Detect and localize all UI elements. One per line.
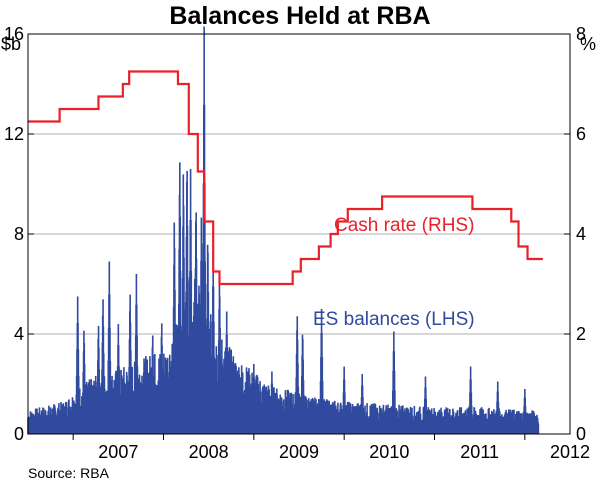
es-balances-label: ES balances (LHS) [313,309,475,330]
x-tick-label: 2011 [460,442,499,462]
left-tick-label: 16 [4,24,24,44]
left-axis-unit: $b [1,34,21,54]
cash-rate-series [28,70,543,286]
x-tick-label: 2012 [550,442,590,462]
right-tick-label: 8 [576,24,586,44]
chart-title: Balances Held at RBA [169,2,430,30]
left-tick-label: 0 [14,424,24,444]
left-tick-label: 12 [4,124,24,144]
right-axis-ticks: 0 2 4 6 8 [564,24,586,444]
right-tick-label: 0 [576,424,586,444]
x-tick-label: 2007 [98,442,138,462]
x-tick-label: 2010 [369,442,409,462]
right-tick-label: 2 [576,324,586,344]
x-axis-ticks: 2007 2008 2009 2010 2011 2012 [72,434,590,462]
left-tick-label: 4 [14,324,24,344]
right-axis-unit: % [580,34,596,54]
left-axis-ticks: 0 4 8 12 16 [4,24,34,444]
right-tick-label: 4 [576,224,586,244]
x-tick-label: 2009 [279,442,319,462]
cash-rate-line [28,70,543,286]
right-tick-label: 6 [576,124,586,144]
left-tick-label: 8 [14,224,24,244]
x-tick-label: 2008 [189,442,229,462]
cash-rate-label: Cash rate (RHS) [334,215,474,236]
source-note: Source: RBA [28,465,110,481]
